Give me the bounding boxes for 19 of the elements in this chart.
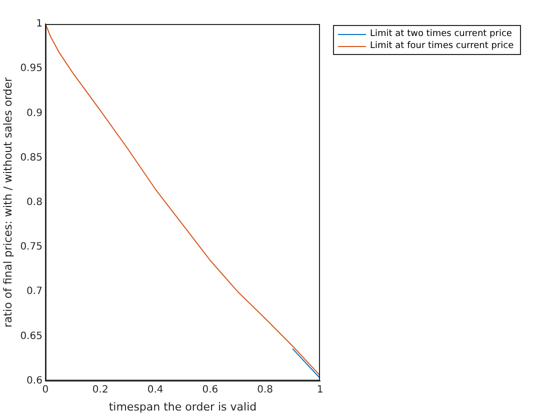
x-tick-label: 1 bbox=[316, 384, 324, 396]
legend-label: Limit at two times current price bbox=[370, 28, 512, 40]
y-tick-label: 1 bbox=[36, 18, 42, 30]
y-axis-title: ratio of final prices: with / without sales order bbox=[1, 76, 14, 328]
x-tick-label: 0.6 bbox=[202, 384, 218, 396]
x-tick-label: 0.4 bbox=[147, 384, 164, 396]
x-tick-label: 0.8 bbox=[257, 384, 274, 396]
y-tick-label: 0.65 bbox=[20, 330, 42, 342]
y-tick-label: 0.6 bbox=[26, 375, 42, 386]
x-tick-label: 0.2 bbox=[92, 384, 108, 396]
x-axis-title: timespan the order is valid bbox=[108, 400, 257, 414]
y-tick-label: 0.85 bbox=[20, 152, 42, 164]
y-tick-label: 0.8 bbox=[26, 196, 42, 208]
y-tick-label: 0.9 bbox=[26, 108, 42, 119]
y-tick-label: 0.95 bbox=[20, 63, 42, 74]
legend-label: Limit at four times current price bbox=[370, 40, 514, 52]
y-tick-label: 0.7 bbox=[26, 286, 42, 298]
y-tick-label: 0.75 bbox=[20, 242, 42, 253]
x-tick-label: 0 bbox=[42, 384, 49, 396]
